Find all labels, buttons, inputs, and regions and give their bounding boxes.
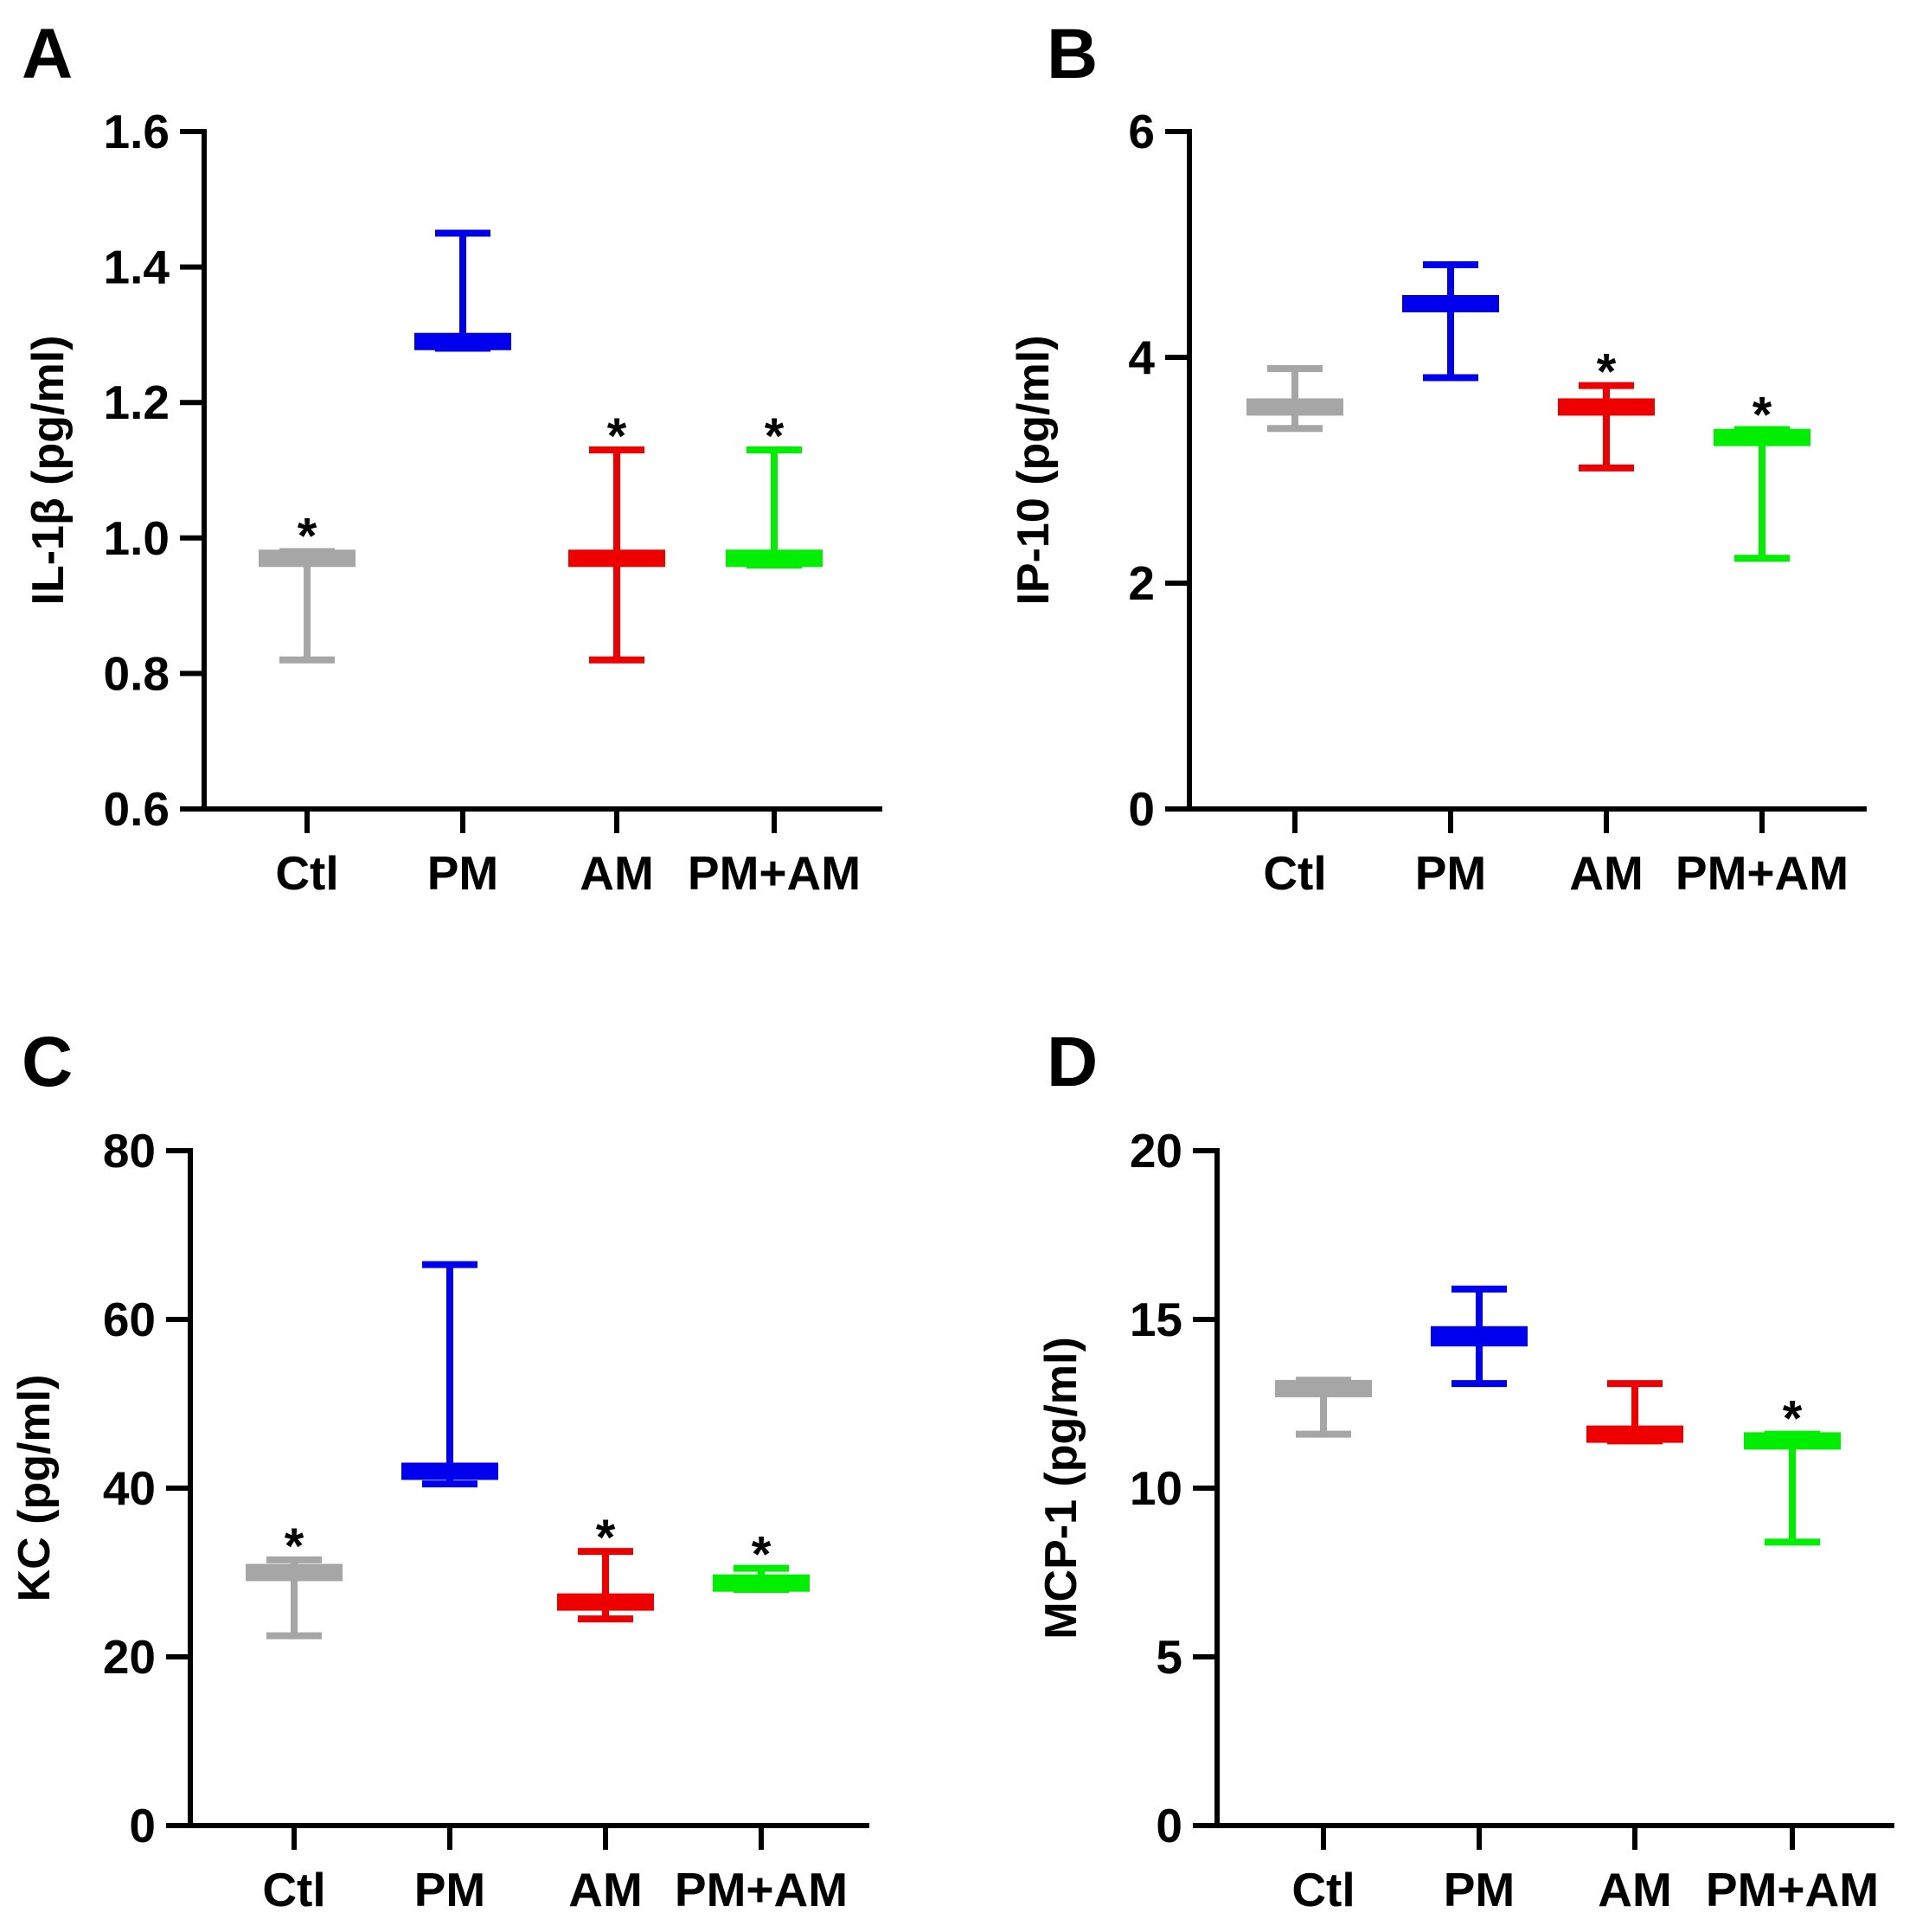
panel-label: B: [1047, 15, 1098, 93]
x-tick-label: AM: [1569, 846, 1644, 900]
y-tick-label: 2: [1128, 556, 1155, 610]
panel-a: A 0.6 0.8 1.0 1.2 1.4 1.6 IL-1β (pg/ml) Ctl PM AM P…: [22, 15, 882, 900]
y-tick-label: 20: [103, 1630, 156, 1684]
y-tick-label: 1.0: [104, 511, 170, 565]
box-pm-plus-am: *: [726, 408, 823, 569]
y-tick-label: 6: [1128, 105, 1155, 158]
y-tick-label: 60: [103, 1293, 156, 1346]
box-ctl: *: [259, 508, 356, 664]
y-axis-title: MCP-1 (pg/ml): [1036, 1337, 1086, 1640]
x-tick-label: PM+AM: [1676, 846, 1849, 900]
significance-star: *: [596, 1510, 616, 1566]
y-tick-label: 20: [1130, 1124, 1182, 1178]
significance-star: *: [765, 408, 785, 465]
box-am: *: [1558, 344, 1655, 472]
x-tick-label: PM: [414, 1863, 486, 1916]
x-tick-label: PM+AM: [1706, 1863, 1879, 1916]
box-pm-plus-am: *: [713, 1527, 810, 1593]
y-tick-label: 80: [103, 1124, 156, 1178]
panel-label: A: [22, 15, 73, 93]
box-am: [1586, 1380, 1683, 1445]
panel-c: C 0 20 40 60 80 KC (pg/ml) Ctl PM AM PM+AM * * *: [10, 1023, 869, 1916]
y-tick-label: 1.2: [104, 375, 170, 429]
y-axis-title: IL-1β (pg/ml): [23, 336, 74, 606]
significance-star: *: [1783, 1390, 1803, 1447]
x-tick-label: PM: [427, 846, 499, 900]
significance-star: *: [1597, 344, 1617, 401]
significance-star: *: [298, 508, 317, 564]
y-tick-label: 0: [1128, 782, 1155, 836]
significance-star: *: [285, 1518, 304, 1575]
panel-label: C: [22, 1023, 73, 1101]
y-tick-label: 1.4: [104, 241, 170, 294]
y-tick-label: 0: [129, 1799, 156, 1852]
box-pm-plus-am: *: [1744, 1390, 1841, 1546]
x-tick-label: AM: [568, 1863, 643, 1916]
significance-star: *: [1753, 388, 1772, 444]
y-tick-label: 1.6: [104, 105, 170, 158]
box-pm: [1431, 1285, 1528, 1388]
box-pm: [414, 229, 511, 352]
box-pm-plus-am: *: [1714, 388, 1810, 562]
box-pm: [1402, 260, 1499, 382]
x-tick-label: AM: [580, 846, 654, 900]
box-pm: [401, 1261, 498, 1488]
box-am: *: [557, 1510, 654, 1623]
box-ctl: *: [246, 1518, 343, 1640]
box-ctl: [1275, 1377, 1372, 1438]
x-tick-label: PM+AM: [688, 846, 861, 900]
x-tick-label: Ctl: [275, 846, 338, 900]
x-tick-label: Ctl: [1291, 1863, 1355, 1916]
panel-d: D 0 5 10 15 20 MCP-1 (pg/ml) Ctl PM AM PM+AM *: [1036, 1023, 1894, 1916]
box-am: *: [568, 408, 665, 664]
panel-label: D: [1047, 1023, 1098, 1101]
x-tick-label: AM: [1598, 1863, 1672, 1916]
y-tick-label: 0.6: [104, 782, 170, 836]
significance-star: *: [752, 1527, 772, 1583]
y-tick-label: 4: [1128, 331, 1155, 384]
y-tick-label: 0.8: [104, 646, 170, 700]
y-tick-label: 15: [1130, 1293, 1182, 1346]
y-tick-label: 0: [1156, 1799, 1182, 1852]
y-tick-label: 5: [1156, 1630, 1182, 1684]
significance-star: *: [607, 408, 627, 465]
x-tick-label: PM: [1415, 846, 1487, 900]
y-axis-title: IP-10 (pg/ml): [1009, 335, 1059, 605]
y-axis-title: KC (pg/ml): [10, 1375, 60, 1602]
box-ctl: [1246, 365, 1343, 433]
panel-b: B 0 2 4 6 IP-10 (pg/ml) Ctl PM AM PM+AM * *: [1009, 15, 1867, 900]
y-tick-label: 40: [103, 1461, 156, 1515]
y-tick-label: 10: [1130, 1461, 1182, 1515]
x-tick-label: Ctl: [1263, 846, 1326, 900]
x-tick-label: PM+AM: [675, 1863, 848, 1916]
x-tick-label: Ctl: [262, 1863, 325, 1916]
x-tick-label: PM: [1444, 1863, 1515, 1916]
